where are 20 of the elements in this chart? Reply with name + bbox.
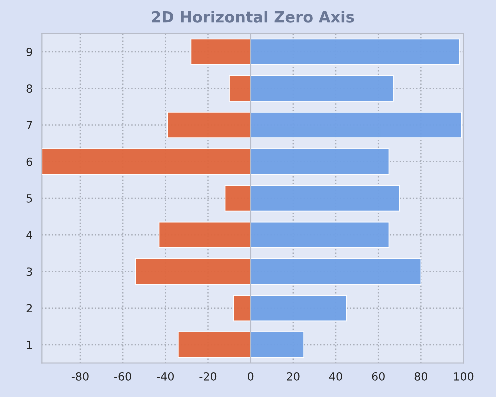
y-tick-label: 8 xyxy=(26,84,32,94)
y-tick-label: 3 xyxy=(26,268,32,276)
x-tick-label: 20 xyxy=(287,372,300,381)
x-tick-label: 80 xyxy=(414,372,428,381)
x-tick-label: -40 xyxy=(157,372,174,381)
x-tick-label: 40 xyxy=(329,372,342,381)
x-tick-label: -20 xyxy=(200,372,217,381)
y-tick-label: 7 xyxy=(26,121,32,130)
x-tick-label: -60 xyxy=(114,372,132,381)
x-tick-label: 60 xyxy=(372,372,385,381)
x-tick-label: 0 xyxy=(248,372,254,381)
x-tick-label: -80 xyxy=(72,372,89,381)
chart-title: 2D Horizontal Zero Axis xyxy=(152,11,354,23)
y-tick-label: 2 xyxy=(26,304,32,313)
y-tick-label: 9 xyxy=(26,48,32,56)
y-tick-label: 1 xyxy=(27,341,32,350)
y-tick-label: 6 xyxy=(26,158,32,166)
x-tick-label: 100 xyxy=(454,372,474,381)
y-tick-label: 4 xyxy=(26,231,33,240)
y-tick-label: 5 xyxy=(26,194,32,203)
